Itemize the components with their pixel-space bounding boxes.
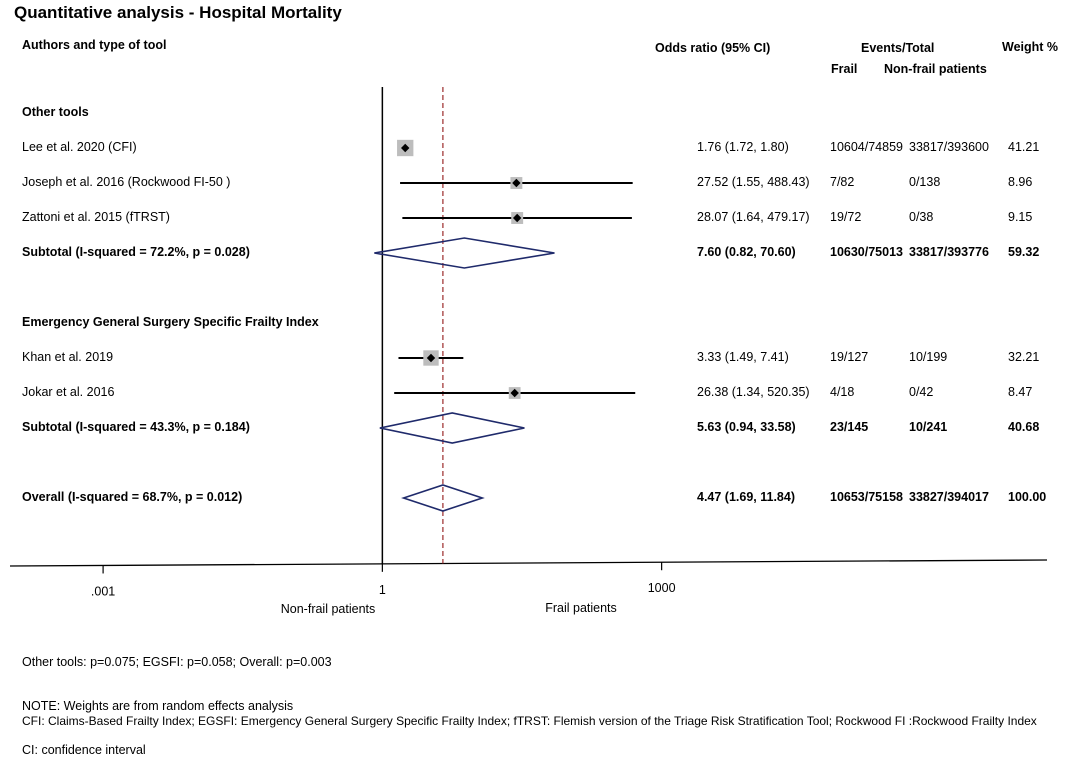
frail-events: 19/127 (830, 350, 869, 364)
weight-value: 9.15 (1008, 210, 1033, 224)
x-axis-line (9, 559, 1048, 567)
nonfrail-events: 10/199 (909, 350, 948, 364)
subtotal-diamond (374, 237, 555, 269)
point-estimate (512, 213, 522, 223)
ci-value: 28.07 (1.64, 479.17) (697, 210, 810, 224)
weight-value: 40.68 (1008, 420, 1040, 434)
x-axis-right-label: Frail patients (545, 601, 617, 615)
study-label: Jokar et al. 2016 (22, 385, 115, 399)
frail-events: 10630/75013 (830, 245, 903, 259)
study-label: Lee et al. 2020 (CFI) (22, 140, 137, 154)
point-estimate (510, 388, 519, 398)
chart-title: Quantitative analysis - Hospital Mortali… (14, 3, 342, 22)
x-axis-tick-label: .001 (91, 584, 115, 598)
nonfrail-events: 33817/393776 (909, 245, 989, 259)
point-estimate (512, 178, 521, 188)
subtotal-diamond (379, 412, 525, 444)
study-label: Joseph et al. 2016 (Rockwood FI-50 ) (22, 175, 231, 189)
weight-value: 8.47 (1008, 385, 1033, 399)
x-axis-tick-label: 1000 (648, 581, 676, 595)
point-estimate (426, 353, 436, 363)
nonfrail-events: 33827/394017 (909, 490, 989, 504)
overall-label: Overall (I-squared = 68.7%, p = 0.012) (22, 490, 243, 504)
x-axis-tick-label: 1 (379, 583, 386, 597)
group-heading: Other tools (22, 105, 89, 119)
group-heading: Emergency General Surgery Specific Frail… (22, 315, 319, 329)
frail-events: 10653/75158 (830, 490, 903, 504)
nonfrail-events: 33817/393600 (909, 140, 989, 154)
header-nonfrail: Non-frail patients (884, 62, 987, 76)
nonfrail-events: 0/38 (909, 210, 934, 224)
study-label: Khan et al. 2019 (22, 350, 114, 364)
nonfrail-events: 10/241 (909, 420, 948, 434)
ci-value: 4.47 (1.69, 11.84) (697, 490, 795, 504)
frail-events: 19/72 (830, 210, 862, 224)
ci-value: 7.60 (0.82, 70.60) (697, 245, 796, 259)
header-events: Events/Total (861, 41, 935, 55)
header-odds-ratio: Odds ratio (95% CI) (655, 41, 771, 55)
frail-events: 7/82 (830, 175, 855, 189)
ci-value: 27.52 (1.55, 488.43) (697, 175, 810, 189)
frail-events: 4/18 (830, 385, 855, 399)
header-weight: Weight % (1002, 40, 1059, 54)
point-estimate (401, 143, 410, 153)
footnote-pvalues: Other tools: p=0.075; EGSFI: p=0.058; Ov… (22, 655, 332, 669)
nonfrail-events: 0/42 (909, 385, 934, 399)
study-label: Zattoni et al. 2015 (fTRST) (22, 210, 170, 224)
x-axis-left-label: Non-frail patients (281, 602, 376, 616)
overall-diamond (401, 484, 485, 512)
weight-value: 100.00 (1008, 490, 1047, 504)
ci-value: 3.33 (1.49, 7.41) (697, 350, 789, 364)
frail-events: 10604/74859 (830, 140, 903, 154)
ci-value: 26.38 (1.34, 520.35) (697, 385, 810, 399)
subtotal-label: Subtotal (I-squared = 43.3%, p = 0.184) (22, 420, 250, 434)
footnote-ci: CI: confidence interval (22, 743, 146, 757)
nonfrail-events: 0/138 (909, 175, 941, 189)
weight-value: 41.21 (1008, 140, 1040, 154)
header-authors: Authors and type of tool (22, 38, 167, 52)
weight-value: 8.96 (1008, 175, 1033, 189)
frail-events: 23/145 (830, 420, 869, 434)
ci-value: 1.76 (1.72, 1.80) (697, 140, 789, 154)
ci-value: 5.63 (0.94, 33.58) (697, 420, 796, 434)
weight-value: 32.21 (1008, 350, 1040, 364)
weight-value: 59.32 (1008, 245, 1040, 259)
footnote-note: NOTE: Weights are from random effects an… (22, 699, 294, 713)
footnote-abbreviations: CFI: Claims-Based Frailty Index; EGSFI: … (22, 714, 1037, 728)
header-frail: Frail (831, 62, 858, 76)
subtotal-label: Subtotal (I-squared = 72.2%, p = 0.028) (22, 245, 250, 259)
